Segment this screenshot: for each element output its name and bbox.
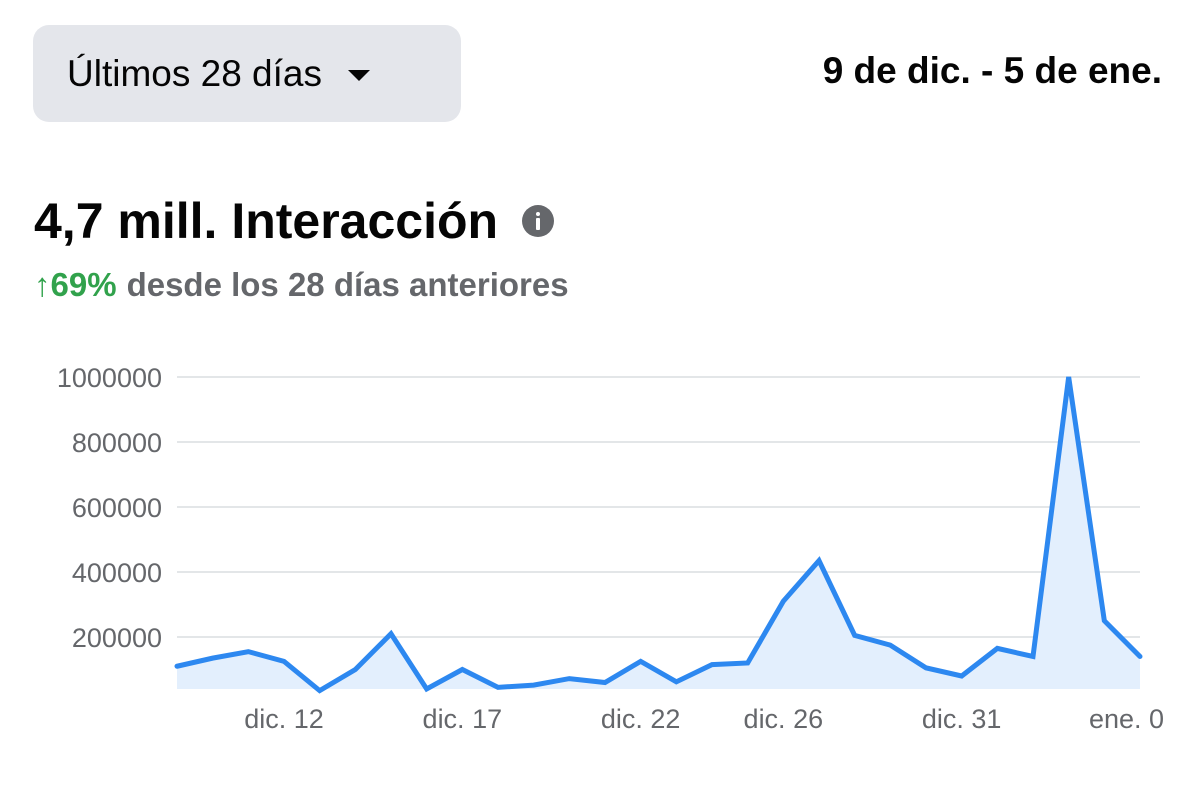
caret-down-icon xyxy=(348,70,370,81)
x-tick-label: dic. 12 xyxy=(244,704,324,734)
x-tick-label: dic. 31 xyxy=(922,704,1002,734)
y-tick-label: 200000 xyxy=(72,623,162,653)
interaction-area-chart: 1000000 800000 600000 400000 200000 dic. 12 di… xyxy=(57,363,1164,734)
metric-title: 4,7 mill. Interacción xyxy=(34,193,499,249)
date-range-dropdown[interactable]: Últimos 28 días xyxy=(33,25,461,122)
change-percentage: 69% xyxy=(50,266,117,303)
metric-headline: 4,7 mill. Interacción xyxy=(34,192,555,250)
date-range-text: 9 de dic. - 5 de ene. xyxy=(822,50,1162,91)
y-tick-label: 1000000 xyxy=(57,363,162,393)
x-tick-label: dic. 26 xyxy=(744,704,824,734)
change-description: desde los 28 días anteriores xyxy=(126,266,569,303)
y-tick-label: 800000 xyxy=(72,428,162,458)
metric-change: ↑ 69% desde los 28 días anteriores xyxy=(34,266,569,304)
x-tick-label: dic. 22 xyxy=(601,704,681,734)
x-tick-label: ene. 0 xyxy=(1089,704,1164,734)
y-tick-label: 400000 xyxy=(72,558,162,588)
y-tick-label: 600000 xyxy=(72,493,162,523)
info-icon[interactable] xyxy=(522,205,555,237)
date-range-dropdown-label: Últimos 28 días xyxy=(67,52,322,94)
series-line xyxy=(174,376,1143,694)
x-tick-label: dic. 17 xyxy=(423,704,503,734)
arrow-up-icon: ↑ xyxy=(34,266,51,303)
series-area xyxy=(177,377,1140,691)
